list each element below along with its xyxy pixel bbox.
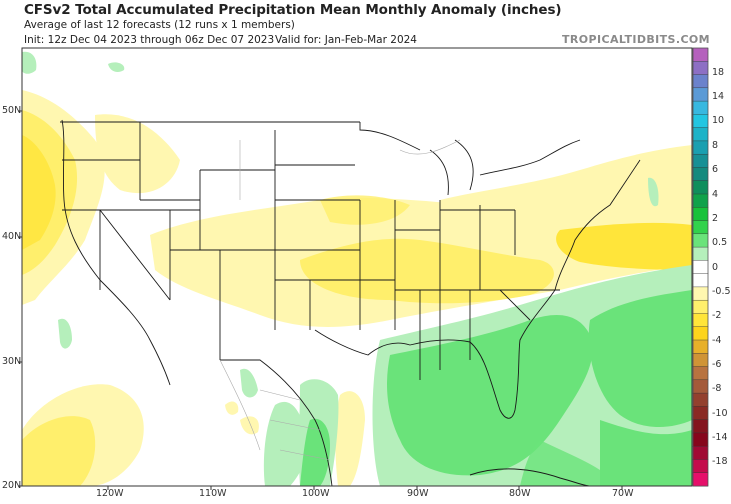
lon-label-70w: 70W <box>612 488 634 499</box>
colorbar-label: 8 <box>712 140 719 151</box>
colorbar-band <box>692 326 709 341</box>
colorbar-band <box>692 392 709 407</box>
colorbar-band <box>692 193 709 208</box>
colorbar-label: -6 <box>712 359 722 370</box>
colorbar-band <box>692 74 709 89</box>
colorbar-band <box>692 207 709 222</box>
colorbar-label: -14 <box>712 432 728 443</box>
lon-label-120w: 120W <box>96 488 124 499</box>
lon-label-90w: 90W <box>407 488 429 499</box>
map-subtitle: Average of last 12 forecasts (12 runs x … <box>24 19 295 31</box>
colorbar-label: 0.5 <box>712 237 728 248</box>
map-title: CFSv2 Total Accumulated Precipitation Me… <box>24 2 562 18</box>
colorbar-band <box>692 260 709 275</box>
colorbar-band <box>692 180 709 195</box>
colorbar-band <box>692 366 709 381</box>
colorbar-label: -2 <box>712 310 722 321</box>
lon-label-100w: 100W <box>302 488 330 499</box>
colorbar-label: 2 <box>712 213 719 224</box>
lon-label-80w: 80W <box>509 488 531 499</box>
lon-label-110w: 110W <box>199 488 227 499</box>
mexico-state-borders <box>219 139 461 461</box>
colorbar-band <box>692 246 709 261</box>
colorbar-band <box>692 114 709 129</box>
colorbar-label: -4 <box>712 335 722 346</box>
colorbar-band <box>692 445 709 460</box>
colorbar-band <box>692 353 709 368</box>
colorbar-band <box>692 100 709 115</box>
colorbar-label: 0 <box>712 262 719 273</box>
anomaly-shading <box>22 51 692 486</box>
colorbar-band <box>692 220 709 235</box>
colorbar-band <box>692 273 709 288</box>
colorbar-band <box>692 153 709 168</box>
init-time: Init: 12z Dec 04 2023 through 06z Dec 07… <box>24 34 275 46</box>
colorbar-label: 6 <box>712 164 719 175</box>
lat-label-30n: 30N <box>2 356 22 367</box>
colorbar-band <box>692 432 709 447</box>
colorbar-label: -10 <box>712 408 728 419</box>
colorbar-band <box>692 233 709 248</box>
cuba-coastline <box>469 468 591 487</box>
colorbar-band <box>692 299 709 314</box>
colorbar-label: -18 <box>712 456 728 467</box>
valid-period: Valid for: Jan-Feb-Mar 2024 <box>275 34 417 46</box>
lat-label-50n: 50N <box>2 105 22 116</box>
colorbar <box>692 47 709 487</box>
colorbar-band <box>692 406 709 421</box>
colorbar-band <box>692 140 709 155</box>
colorbar-band <box>692 313 709 328</box>
colorbar-band <box>692 379 709 394</box>
latitude-ticks <box>18 110 22 487</box>
colorbar-band <box>692 459 709 474</box>
colorbar-band <box>692 87 709 102</box>
longitude-ticks <box>107 486 623 490</box>
colorbar-band <box>692 167 709 182</box>
colorbar-band <box>692 339 709 354</box>
colorbar-label: 10 <box>712 115 725 126</box>
state-borders <box>60 119 641 486</box>
colorbar-band <box>692 47 709 62</box>
colorbar-label: 4 <box>712 189 719 200</box>
colorbar-band <box>692 61 709 76</box>
lat-label-20n: 20N <box>2 480 22 491</box>
colorbar-label: 18 <box>712 67 725 78</box>
colorbar-label: -0.5 <box>712 286 731 297</box>
colorbar-band <box>692 127 709 142</box>
colorbar-band <box>692 286 709 301</box>
colorbar-band <box>692 472 709 487</box>
lat-label-40n: 40N <box>2 231 22 242</box>
colorbar-band <box>692 419 709 434</box>
colorbar-label: 14 <box>712 91 725 102</box>
colorbar-label: -8 <box>712 383 722 394</box>
map-frame <box>21 47 693 487</box>
brand-watermark: TROPICALTIDBITS.COM <box>562 33 711 46</box>
